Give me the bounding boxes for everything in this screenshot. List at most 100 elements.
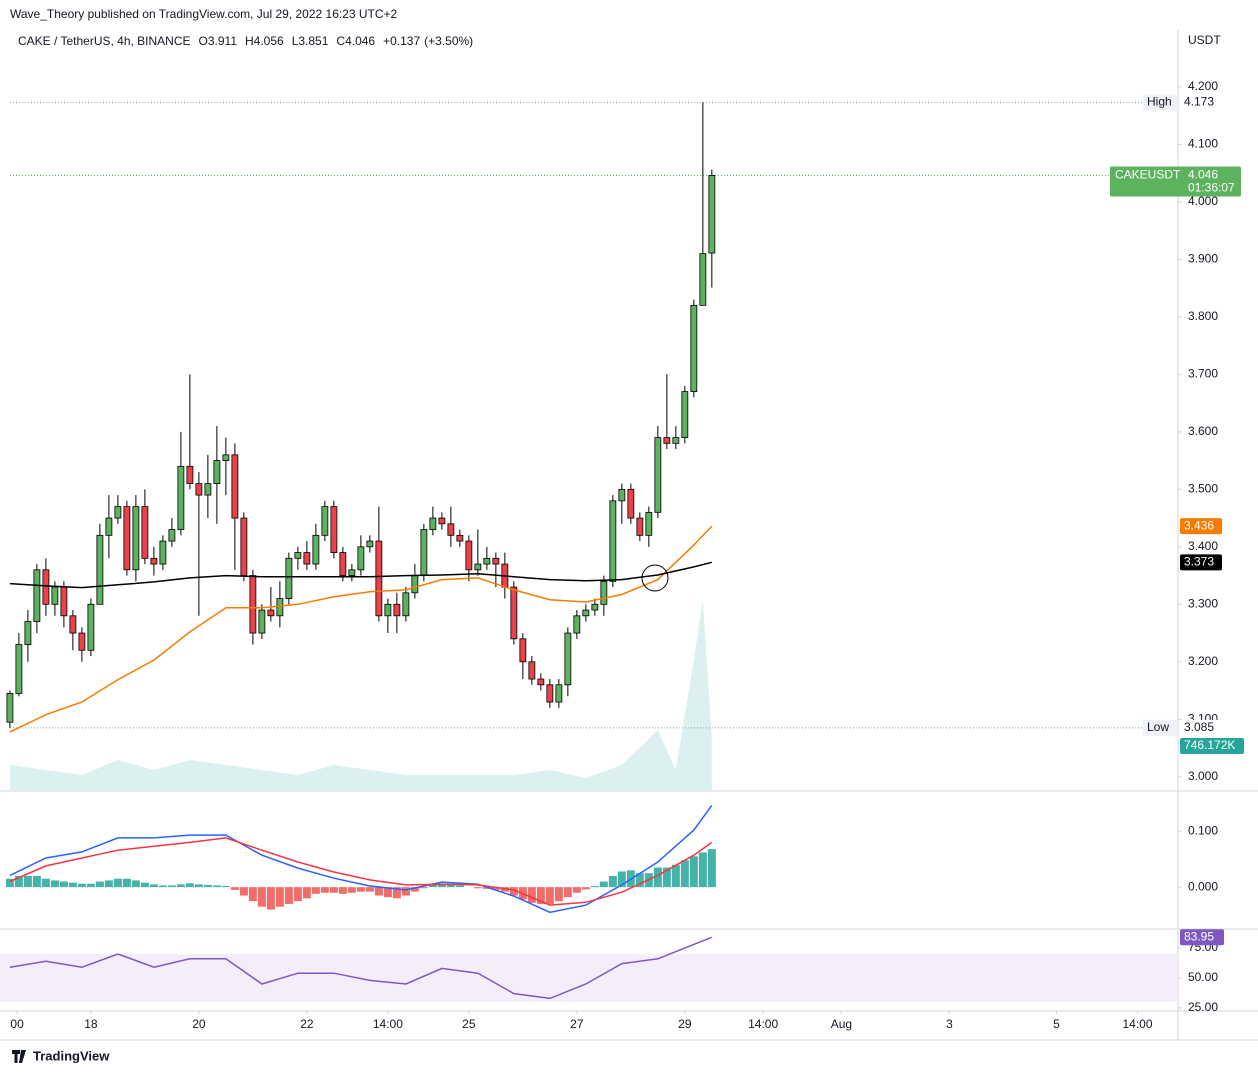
y-tick-label: 3.300 [1188,596,1218,610]
candle-body [645,511,653,536]
candle-body [231,454,239,519]
ma-last: 3.436 [1184,518,1214,532]
candle-body [699,253,707,306]
macd-histogram-bar [356,887,365,892]
candle-body [303,552,311,565]
candle-body [321,506,329,536]
y-tick-label: 3.900 [1188,252,1218,266]
brand-logo [12,1050,26,1063]
macd-histogram-bar [509,887,518,896]
x-tick-label: Aug [831,1017,852,1031]
candle-body [681,391,689,438]
macd-histogram-bar [14,875,23,888]
legend-open: O3.911 [199,34,238,48]
candle-body [384,603,392,617]
last-tag-box [1110,166,1241,197]
macd-histogram-bar [365,887,374,892]
macd-histogram-bar [698,852,707,888]
macd-histogram-bar [302,887,311,899]
candle-body [240,517,248,576]
macd-histogram-bar [122,878,131,888]
macd-histogram-bar [5,878,14,888]
y-tick-label: 0.100 [1188,823,1218,837]
candle-body [249,575,257,634]
candle-body [456,534,464,542]
candle-body [204,483,212,496]
candle-body [123,506,131,571]
candle-body [132,506,140,571]
ma-last: 3.373 [1184,555,1214,569]
macd-histogram-bar [392,887,401,899]
macd-histogram-bar [473,887,482,889]
macd-histogram-bar [203,884,212,888]
candle-body [348,569,356,576]
candle-body [60,586,68,617]
high-tag-box [1143,94,1178,111]
candle-body [15,644,23,694]
candle-body [483,557,491,565]
moving-average [9,525,713,733]
macd-histogram-bar [266,887,275,910]
y-tick-label: 4.000 [1188,194,1218,208]
candle-body [168,529,176,542]
candle-body [636,517,644,536]
macd-histogram-bar [113,878,122,888]
candle-body [366,540,374,548]
candle-body [285,557,293,599]
candle-body [564,632,572,686]
x-tick-label: 25 [462,1017,476,1031]
candle-body [33,569,41,622]
candle-body [411,575,419,594]
macd-histogram-bar [581,887,590,890]
candle-body [555,684,563,703]
macd-histogram-bar [347,887,356,893]
candle-body [159,540,167,565]
candle-body [582,609,590,617]
macd-histogram-bar [95,881,104,888]
candle-body [312,534,320,565]
macd-histogram-bar [428,884,437,888]
candle-body [69,615,77,634]
last-price: 4.046 [1188,168,1218,182]
candle-body [339,552,347,576]
macd-histogram-bar [338,887,347,894]
macd-histogram-bar [527,887,536,903]
legend-high: H4.056 [245,34,284,48]
macd-histogram-bar [257,887,266,907]
macd-histogram-bar [689,856,698,888]
candle-body [213,460,221,484]
candle-body [474,563,482,571]
publisher: Wave_Theory published on TradingView.com… [10,7,398,21]
volume-last-box [1180,737,1244,754]
volume-last: 746.172K [1184,738,1235,752]
macd-histogram-bar [140,882,149,888]
y-tick-label: 3.600 [1188,424,1218,438]
candle-body [375,540,383,617]
brand: TradingView [33,1048,110,1063]
candle-body [141,506,149,559]
macd-histogram-bar [536,887,545,904]
macd-histogram-bar [599,881,608,888]
candle-body [222,454,230,461]
macd-histogram-bar [491,887,500,890]
macd-histogram-bar [401,887,410,896]
legend-change: +0.137 [383,34,420,48]
candle-body [357,546,365,571]
y-tick-label: 3.700 [1188,367,1218,381]
candle-body [654,437,662,513]
macd-histogram-bar [86,883,95,888]
rsi-last: 83.95 [1184,929,1214,943]
macd-histogram-bar [311,887,320,894]
y-tick-label: 3.400 [1188,539,1218,553]
macd-histogram-bar [671,864,680,888]
candle-body [330,506,338,553]
macd-histogram-bar [446,884,455,888]
macd-line [9,804,713,914]
candle-body [420,529,428,576]
candle-body [429,517,437,530]
low-value: 3.085 [1184,720,1214,734]
x-tick-label: 27 [570,1017,584,1031]
macd-histogram-bar [104,880,113,888]
candle-body [177,465,185,530]
macd-histogram-bar [635,873,644,888]
